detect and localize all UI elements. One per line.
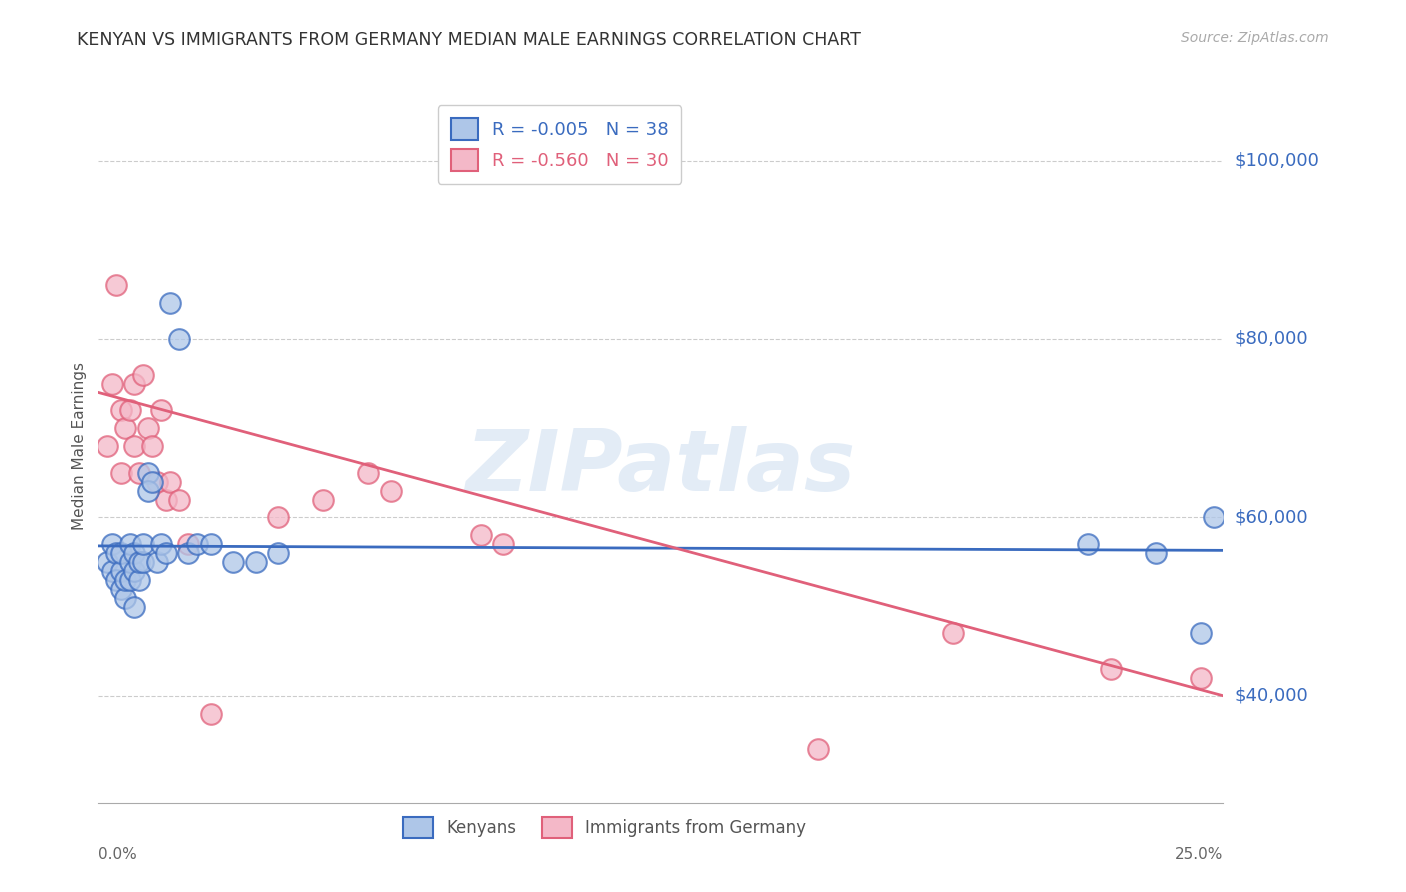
Point <box>245 555 267 569</box>
Point <box>159 296 181 310</box>
Point <box>186 537 208 551</box>
Point <box>136 483 159 498</box>
Text: $40,000: $40,000 <box>1234 687 1308 705</box>
Point <box>132 537 155 551</box>
Point <box>470 528 492 542</box>
Point <box>110 466 132 480</box>
Point <box>124 376 146 391</box>
Point <box>380 483 402 498</box>
Point <box>110 564 132 578</box>
Point <box>177 546 200 560</box>
Point <box>128 555 150 569</box>
Point <box>222 555 245 569</box>
Point <box>155 492 177 507</box>
Point <box>146 555 169 569</box>
Point <box>807 742 830 756</box>
Point <box>357 466 380 480</box>
Point <box>150 537 173 551</box>
Point <box>96 555 118 569</box>
Point <box>942 626 965 640</box>
Text: 25.0%: 25.0% <box>1175 847 1223 863</box>
Text: $60,000: $60,000 <box>1234 508 1308 526</box>
Point <box>114 591 136 605</box>
Point <box>159 475 181 489</box>
Point <box>124 599 146 614</box>
Point <box>128 466 150 480</box>
Point <box>492 537 515 551</box>
Text: $80,000: $80,000 <box>1234 330 1308 348</box>
Point <box>169 332 191 346</box>
Point <box>200 706 222 721</box>
Point <box>267 546 290 560</box>
Point <box>105 546 128 560</box>
Text: ZIPatlas: ZIPatlas <box>465 425 856 509</box>
Point <box>1204 510 1226 524</box>
Point <box>118 403 141 417</box>
Point <box>110 582 132 596</box>
Point <box>110 546 132 560</box>
Point <box>146 475 169 489</box>
Point <box>1189 671 1212 685</box>
Point <box>141 439 163 453</box>
Point <box>101 376 124 391</box>
Point <box>312 492 335 507</box>
Point <box>132 368 155 382</box>
Point <box>124 564 146 578</box>
Point <box>267 510 290 524</box>
Point <box>114 573 136 587</box>
Point <box>118 573 141 587</box>
Point <box>177 537 200 551</box>
Y-axis label: Median Male Earnings: Median Male Earnings <box>72 362 87 530</box>
Text: Source: ZipAtlas.com: Source: ZipAtlas.com <box>1181 31 1329 45</box>
Point <box>1189 626 1212 640</box>
Text: $100,000: $100,000 <box>1234 152 1319 169</box>
Point <box>150 403 173 417</box>
Point <box>136 421 159 435</box>
Point <box>96 439 118 453</box>
Point <box>1144 546 1167 560</box>
Point <box>110 403 132 417</box>
Point <box>124 439 146 453</box>
Point <box>101 537 124 551</box>
Text: 0.0%: 0.0% <box>98 847 138 863</box>
Point <box>132 555 155 569</box>
Point <box>124 546 146 560</box>
Point <box>105 573 128 587</box>
Point <box>118 537 141 551</box>
Point <box>114 421 136 435</box>
Point <box>128 573 150 587</box>
Point <box>141 475 163 489</box>
Point <box>118 555 141 569</box>
Point <box>200 537 222 551</box>
Point <box>136 466 159 480</box>
Point <box>101 564 124 578</box>
Point <box>169 492 191 507</box>
Point <box>105 278 128 293</box>
Point <box>155 546 177 560</box>
Legend: Kenyans, Immigrants from Germany: Kenyans, Immigrants from Germany <box>396 811 813 845</box>
Point <box>1077 537 1099 551</box>
Text: KENYAN VS IMMIGRANTS FROM GERMANY MEDIAN MALE EARNINGS CORRELATION CHART: KENYAN VS IMMIGRANTS FROM GERMANY MEDIAN… <box>77 31 862 49</box>
Point <box>1099 662 1122 676</box>
